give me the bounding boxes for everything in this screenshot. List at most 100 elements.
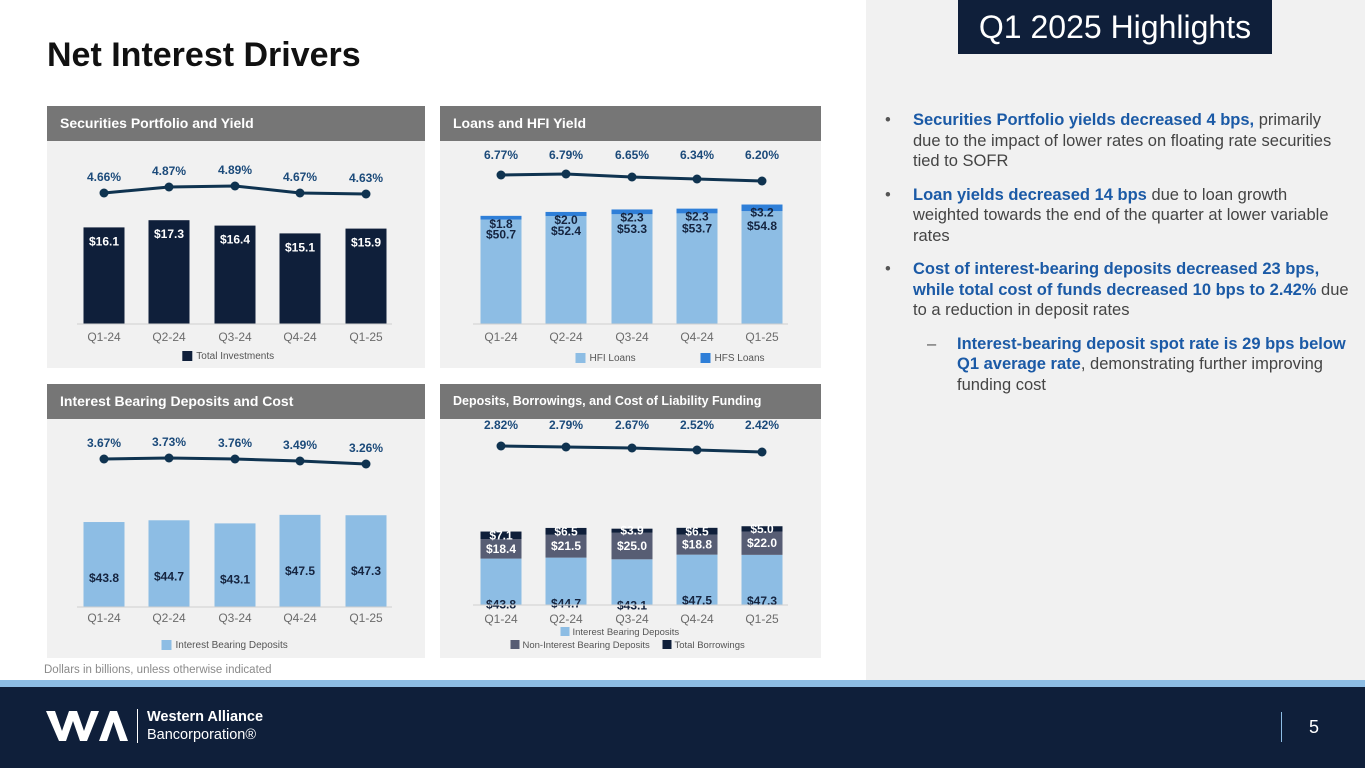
data-label: $18.4 [486, 542, 516, 556]
bullet-deposits: • Cost of interest-bearing deposits decre… [885, 259, 1350, 321]
data-label: $16.1 [89, 234, 119, 248]
bullet-dot: • [885, 260, 891, 278]
data-label: $25.0 [617, 539, 647, 553]
data-label: $6.5 [554, 524, 578, 538]
bar [611, 532, 653, 560]
rate-label: 4.87% [152, 164, 186, 178]
data-label: $50.7 [486, 228, 516, 242]
x-tick-label: Q1-24 [484, 612, 518, 626]
rate-point [561, 169, 571, 179]
bullet-spot-rate: – Interest-bearing deposit spot rate is 2… [885, 334, 1350, 396]
loans-chart-panel: Loans and HFI Yield $50.7 $52.4 $53.3 $53.7… [440, 106, 821, 368]
x-tick-label: Q4-24 [680, 612, 714, 626]
rate-point [295, 188, 305, 198]
data-label: $5.0 [750, 522, 774, 536]
data-label: $43.8 [89, 571, 119, 585]
rate-label: 3.67% [87, 436, 121, 450]
rate-point [164, 182, 174, 192]
x-tick-label: Q3-24 [615, 330, 649, 344]
rate-label: 2.82% [484, 419, 518, 432]
bar [676, 534, 718, 555]
rate-point [230, 454, 240, 464]
rate-point [692, 445, 702, 455]
rate-label: 3.26% [349, 441, 383, 455]
data-label: $1.8 [489, 217, 513, 231]
rate-point [230, 181, 240, 191]
rate-point [99, 188, 109, 198]
bar [611, 214, 653, 324]
deposits-cost-chart-panel: Interest Bearing Deposits and Cost $43.8… [47, 384, 425, 658]
legend-swatch [510, 640, 520, 649]
legend-swatch [161, 640, 172, 650]
legend-label: Total Borrowings [675, 640, 745, 651]
bar [611, 209, 653, 215]
bar [83, 227, 125, 324]
bar [279, 514, 321, 607]
data-label: $6.5 [685, 524, 709, 538]
x-tick-label: Q1-25 [349, 611, 383, 625]
bar [480, 539, 522, 559]
bullet-dot: • [885, 185, 891, 204]
bullet-text: due to loan growth weighted towards the … [913, 185, 1329, 245]
data-label: $52.4 [551, 224, 581, 238]
x-tick-label: Q2-24 [152, 330, 186, 344]
logo-subname: Bancorporation® [147, 727, 257, 743]
bar [345, 228, 387, 324]
rate-label: 3.76% [218, 436, 252, 450]
data-label: $3.9 [620, 524, 644, 538]
rate-label: 3.49% [283, 438, 317, 452]
footer-bar [0, 687, 1365, 768]
bar [214, 523, 256, 607]
x-tick-label: Q4-24 [680, 330, 714, 344]
rate-point [757, 447, 767, 457]
data-label: $47.3 [747, 594, 777, 608]
bullet-text: due to a reduction in deposit rates [913, 280, 1349, 320]
bar [545, 534, 587, 558]
x-tick-label: Q1-24 [87, 611, 121, 625]
data-label: $15.1 [285, 240, 315, 254]
x-tick-label: Q3-24 [218, 330, 252, 344]
data-label: $7.1 [489, 528, 513, 542]
data-label: $47.3 [351, 564, 381, 578]
loans-chart: $50.7 $52.4 $53.3 $53.7 $54.8 $1.8 $2.0 $2.3 $2.… [473, 148, 788, 364]
bar [676, 554, 718, 605]
bar [676, 527, 718, 535]
bar [480, 215, 522, 220]
rate-point [361, 459, 371, 469]
highlights-title: Q1 2025 Highlights [958, 0, 1272, 54]
data-label: $44.7 [551, 597, 581, 611]
bar [676, 213, 718, 324]
legend-label: Interest Bearing Deposits [176, 640, 288, 651]
bullet-loans: • Loan yields decreased 14 bps due to loa… [885, 185, 1350, 247]
x-tick-label: Q4-24 [283, 611, 317, 625]
legend-swatch [575, 353, 586, 363]
chart-header: Securities Portfolio and Yield [47, 106, 425, 141]
rate-label: 2.52% [680, 419, 714, 432]
x-tick-label: Q2-24 [152, 611, 186, 625]
chart-header: Interest Bearing Deposits and Cost [47, 384, 425, 419]
bullet-bold: Cost of interest-bearing deposits decrea… [913, 260, 1320, 299]
bullet-text: primarily due to the impact of lower rat… [913, 111, 1332, 170]
page-divider [1281, 712, 1282, 742]
bullet-dash: – [927, 334, 937, 353]
logo-divider [137, 709, 138, 743]
legend-label: HFS Loans [715, 353, 765, 364]
rate-point [496, 441, 506, 451]
bar [148, 220, 190, 324]
bar [148, 520, 190, 607]
rate-label: 6.65% [615, 148, 649, 162]
data-label: $17.3 [154, 227, 184, 241]
data-label: $43.1 [220, 572, 250, 586]
bullet-dot: • [885, 111, 891, 129]
legend-label: Interest Bearing Deposits [573, 627, 680, 638]
securities-chart: $16.1 $17.3 $16.4 $15.1 $15.9 4.66% 4.87% 4.89%… [77, 163, 392, 362]
rate-label: 2.67% [615, 419, 649, 432]
rate-label: 4.63% [349, 171, 383, 185]
securities-chart-panel: Securities Portfolio and Yield $16.1 $17.… [47, 106, 425, 368]
logo-name: Western Alliance [147, 709, 264, 725]
legend-label: HFI Loans [590, 353, 636, 364]
page-title: Net Interest Drivers [47, 36, 361, 74]
rate-label: 3.73% [152, 435, 186, 449]
data-label: $47.5 [682, 594, 712, 608]
x-tick-label: Q1-24 [87, 330, 121, 344]
